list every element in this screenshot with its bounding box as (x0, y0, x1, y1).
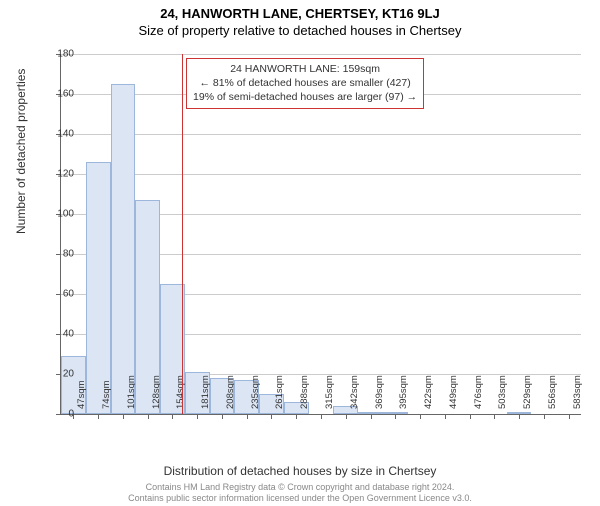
xtick-mark (420, 414, 421, 419)
xtick-label: 342sqm (349, 375, 360, 409)
histogram-bar (111, 84, 136, 414)
ytick-label: 100 (57, 209, 74, 220)
xtick-mark (569, 414, 570, 419)
grid-line (61, 174, 581, 175)
ytick-label: 140 (57, 129, 74, 140)
xtick-label: 395sqm (398, 375, 409, 409)
xtick-label: 503sqm (497, 375, 508, 409)
xtick-mark (346, 414, 347, 419)
xtick-mark (197, 414, 198, 419)
grid-line (61, 134, 581, 135)
xtick-mark (395, 414, 396, 419)
ytick-label: 40 (63, 329, 74, 340)
ytick-label: 60 (63, 289, 74, 300)
xtick-mark (296, 414, 297, 419)
xtick-label: 369sqm (374, 375, 385, 409)
xtick-mark (98, 414, 99, 419)
info-line2: ← 81% of detached houses are smaller (42… (193, 76, 417, 90)
reference-line (182, 54, 183, 414)
grid-line (61, 54, 581, 55)
ytick-label: 120 (57, 169, 74, 180)
xtick-label: 315sqm (324, 375, 335, 409)
info-box: 24 HANWORTH LANE: 159sqm← 81% of detache… (186, 58, 424, 109)
info-line3: 19% of semi-detached houses are larger (… (193, 90, 417, 104)
xtick-label: 288sqm (299, 375, 310, 409)
chart-title-line1: 24, HANWORTH LANE, CHERTSEY, KT16 9LJ (0, 6, 600, 21)
histogram-bar (86, 162, 111, 414)
plot-region: 47sqm74sqm101sqm128sqm154sqm181sqm208sqm… (60, 54, 581, 415)
xtick-mark (321, 414, 322, 419)
ytick-label: 160 (57, 89, 74, 100)
xtick-mark (172, 414, 173, 419)
xtick-label: 556sqm (547, 375, 558, 409)
ytick-mark (56, 334, 61, 335)
footer-line1: Contains HM Land Registry data © Crown c… (0, 482, 600, 493)
ytick-label: 80 (63, 249, 74, 260)
footer-attribution: Contains HM Land Registry data © Crown c… (0, 482, 600, 504)
y-axis-label: Number of detached properties (14, 69, 28, 234)
ytick-mark (56, 414, 61, 415)
xtick-mark (519, 414, 520, 419)
ytick-label: 20 (63, 369, 74, 380)
xtick-label: 583sqm (572, 375, 583, 409)
chart-area: 47sqm74sqm101sqm128sqm154sqm181sqm208sqm… (60, 54, 580, 414)
xtick-mark (222, 414, 223, 419)
xtick-label: 476sqm (473, 375, 484, 409)
footer-line2: Contains public sector information licen… (0, 493, 600, 504)
xtick-mark (271, 414, 272, 419)
xtick-mark (494, 414, 495, 419)
xtick-label: 449sqm (448, 375, 459, 409)
xtick-mark (123, 414, 124, 419)
xtick-mark (470, 414, 471, 419)
ytick-mark (56, 254, 61, 255)
xtick-label: 422sqm (423, 375, 434, 409)
ytick-label: 180 (57, 49, 74, 60)
xtick-mark (371, 414, 372, 419)
xtick-label: 529sqm (522, 375, 533, 409)
xtick-mark (445, 414, 446, 419)
xtick-mark (148, 414, 149, 419)
info-line1: 24 HANWORTH LANE: 159sqm (193, 62, 417, 76)
x-axis-label: Distribution of detached houses by size … (0, 464, 600, 478)
xtick-mark (544, 414, 545, 419)
ytick-label: 0 (68, 409, 74, 420)
ytick-mark (56, 294, 61, 295)
chart-title-line2: Size of property relative to detached ho… (0, 23, 600, 38)
xtick-mark (247, 414, 248, 419)
